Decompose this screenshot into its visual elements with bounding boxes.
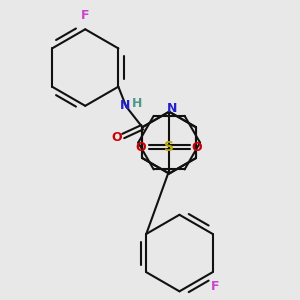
- Text: S: S: [164, 140, 174, 154]
- Text: O: O: [136, 141, 146, 154]
- Text: F: F: [81, 9, 89, 22]
- Text: N: N: [167, 102, 177, 115]
- Text: H: H: [132, 97, 142, 110]
- Text: O: O: [192, 141, 203, 154]
- Text: N: N: [119, 99, 130, 112]
- Text: F: F: [211, 280, 220, 292]
- Text: O: O: [111, 131, 122, 144]
